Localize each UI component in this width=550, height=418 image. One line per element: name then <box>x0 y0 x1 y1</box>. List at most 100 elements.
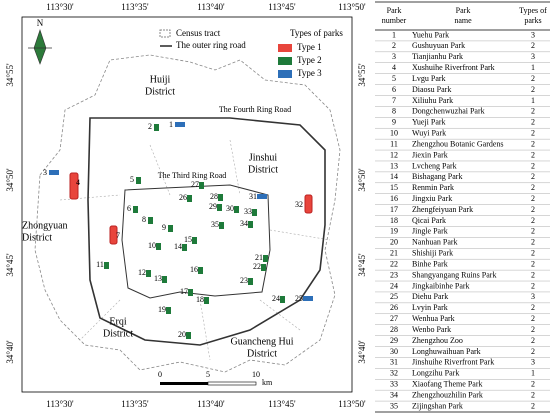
park-number: 13 <box>154 274 162 283</box>
lon-label: 113°45' <box>268 2 296 12</box>
park-number: 20 <box>178 330 186 339</box>
table-cell: 2 <box>531 347 535 356</box>
table-cell: Wuyi Park <box>412 129 446 138</box>
table-cell: 2 <box>531 314 535 323</box>
table-cell: 20 <box>390 238 398 247</box>
table-cell: 11 <box>390 139 398 148</box>
table-cell: Gushuyuan Park <box>412 41 465 50</box>
lat-label: 34°40' <box>5 340 15 364</box>
park-shape <box>217 204 222 211</box>
lat-label: 34°40' <box>357 340 367 364</box>
district-label: District <box>145 86 175 97</box>
park-number: 32 <box>295 200 303 209</box>
park-number: 35 <box>211 220 219 229</box>
park-shape <box>198 267 203 274</box>
table-cell: 4 <box>392 63 396 72</box>
table-cell: Jiexin Park <box>412 150 448 159</box>
park-shape <box>104 262 109 269</box>
table-cell: 3 <box>531 358 535 367</box>
park-shape <box>192 237 197 244</box>
table-cell: 2 <box>531 281 535 290</box>
park-shape <box>186 332 191 339</box>
table-cell: Diaosu Park <box>412 85 451 94</box>
table-cell: 2 <box>531 74 535 83</box>
table-cell: 2 <box>531 107 535 116</box>
table-cell: Lvgu Park <box>412 74 446 83</box>
table-cell: Yueji Park <box>412 118 446 127</box>
park-number: 24 <box>272 294 280 303</box>
table-cell: Xiliuhu Park <box>412 96 453 105</box>
park-number: 5 <box>130 175 134 184</box>
park-number: 26 <box>179 193 187 202</box>
park-number: 21 <box>255 253 263 262</box>
table-cell: Longhuwaihuan Park <box>412 347 481 356</box>
park-shape <box>252 209 257 216</box>
park-number: 16 <box>190 265 198 274</box>
road-label: The Third Ring Road <box>158 171 227 180</box>
lon-label: 113°50' <box>338 2 366 12</box>
lat-label: 34°55' <box>5 63 15 87</box>
lat-label: 34°55' <box>357 63 367 87</box>
park-shape <box>219 222 224 229</box>
park-number: 12 <box>138 268 146 277</box>
table-header: Park number <box>382 6 407 25</box>
table-cell: Wenhua Park <box>412 314 455 323</box>
park-shape <box>109 225 118 245</box>
lat-label: 34°50' <box>357 168 367 192</box>
table-frame <box>375 1 550 413</box>
table-cell: 32 <box>390 369 398 378</box>
legend-text: Type 2 <box>297 55 322 65</box>
table-cell: 2 <box>531 238 535 247</box>
lon-label: 113°35' <box>121 399 149 409</box>
lon-label: 113°40' <box>197 399 225 409</box>
table-cell: 28 <box>390 325 398 334</box>
scale-label: 5 <box>206 370 210 379</box>
table-cell: 2 <box>531 336 535 345</box>
table-cell: 5 <box>392 74 396 83</box>
park-shape <box>146 270 151 277</box>
park-number: 19 <box>158 305 166 314</box>
table-cell: 18 <box>390 216 398 225</box>
table-cell: 3 <box>531 30 535 39</box>
table-cell: 22 <box>390 259 398 268</box>
district-label: District <box>103 328 133 339</box>
park-shape <box>175 122 185 127</box>
park-number: 22 <box>253 262 261 271</box>
lat-label: 34°45' <box>357 253 367 277</box>
table-cell: 27 <box>390 314 398 323</box>
table-cell: 2 <box>531 216 535 225</box>
scale-label: 0 <box>158 370 162 379</box>
lon-label: 113°30' <box>46 399 74 409</box>
table-cell: 17 <box>390 205 398 214</box>
scale-label: km <box>262 378 273 387</box>
park-number: 14 <box>174 242 182 251</box>
table-cell: Jingkaibinhe Park <box>412 281 470 290</box>
park-number: 11 <box>96 260 104 269</box>
table-cell: 2 <box>531 380 535 389</box>
table-cell: Nanhuan Park <box>412 238 458 247</box>
table-cell: 7 <box>392 96 396 105</box>
scale-label: 10 <box>252 370 260 379</box>
park-shape <box>248 278 253 285</box>
lon-label: 113°45' <box>268 399 296 409</box>
park-number: 29 <box>209 202 217 211</box>
legend-text: Census tract <box>176 28 221 38</box>
park-shape <box>204 297 209 304</box>
table-cell: 25 <box>390 292 398 301</box>
legend-text: Type 1 <box>297 42 322 52</box>
table-cell: Lvcheng Park <box>412 161 457 170</box>
table-cell: Diehu Park <box>412 292 448 301</box>
table-cell: 2 <box>531 85 535 94</box>
park-number: 6 <box>127 204 131 213</box>
table-cell: 2 <box>531 325 535 334</box>
table-cell: 2 <box>531 183 535 192</box>
park-number: 15 <box>184 235 192 244</box>
table-cell: 2 <box>531 194 535 203</box>
table-cell: 2 <box>531 259 535 268</box>
table-cell: 8 <box>392 107 396 116</box>
district-label: Jinshui <box>249 152 278 163</box>
park-shape <box>166 307 171 314</box>
table-cell: 2 <box>531 227 535 236</box>
district-label: Huiji <box>150 74 171 85</box>
